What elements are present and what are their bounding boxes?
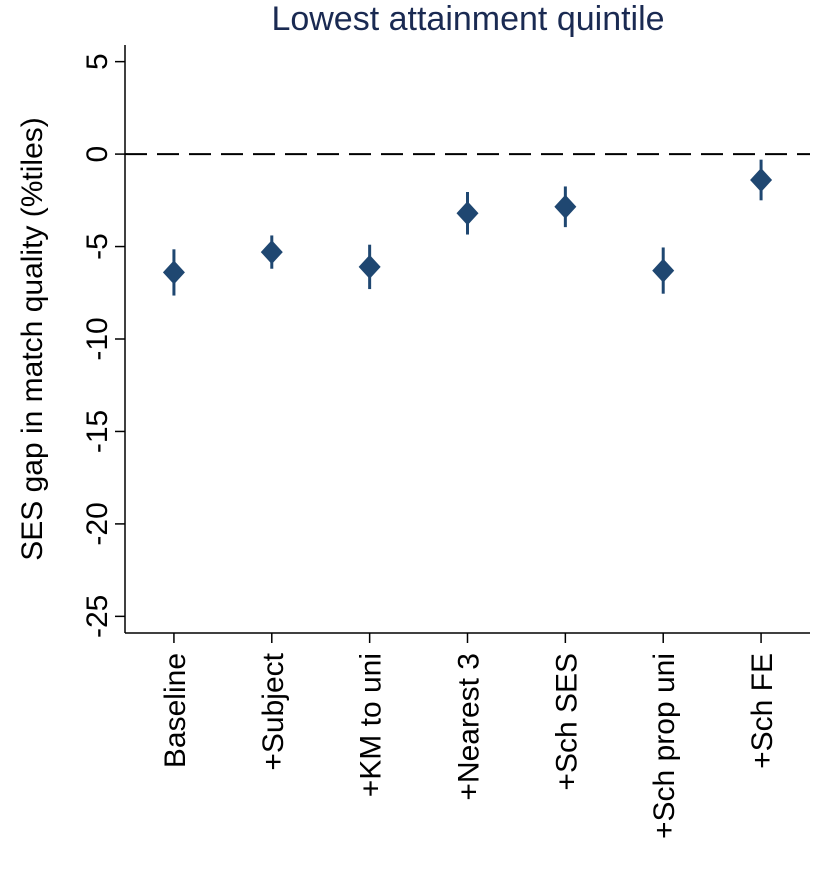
y-tick-label: -5	[81, 233, 114, 260]
x-tick-label: +Sch prop uni	[648, 653, 681, 839]
x-tick-label: +KM to uni	[355, 653, 388, 797]
point	[554, 194, 577, 219]
point	[260, 240, 283, 265]
chart-title: Lowest attainment quintile	[271, 0, 664, 38]
y-tick-label: -10	[81, 317, 114, 360]
x-tick-label: Baseline	[159, 653, 192, 768]
y-axis-label: SES gap in match quality (%tiles)	[16, 117, 49, 561]
y-tick-label: 0	[81, 146, 114, 163]
x-tick-label: +Nearest 3	[453, 653, 486, 801]
y-tick-label: -15	[81, 410, 114, 453]
point	[652, 258, 675, 283]
x-tick-label: +Sch SES	[550, 653, 583, 791]
point	[162, 260, 185, 285]
point	[750, 167, 773, 192]
y-tick-label: -20	[81, 502, 114, 545]
x-tick-label: +Sch FE	[746, 653, 779, 769]
x-tick-label: +Subject	[257, 652, 290, 770]
point	[456, 201, 479, 226]
point	[358, 254, 381, 279]
y-tick-label: -25	[81, 595, 114, 638]
y-tick-label: 5	[81, 53, 114, 70]
